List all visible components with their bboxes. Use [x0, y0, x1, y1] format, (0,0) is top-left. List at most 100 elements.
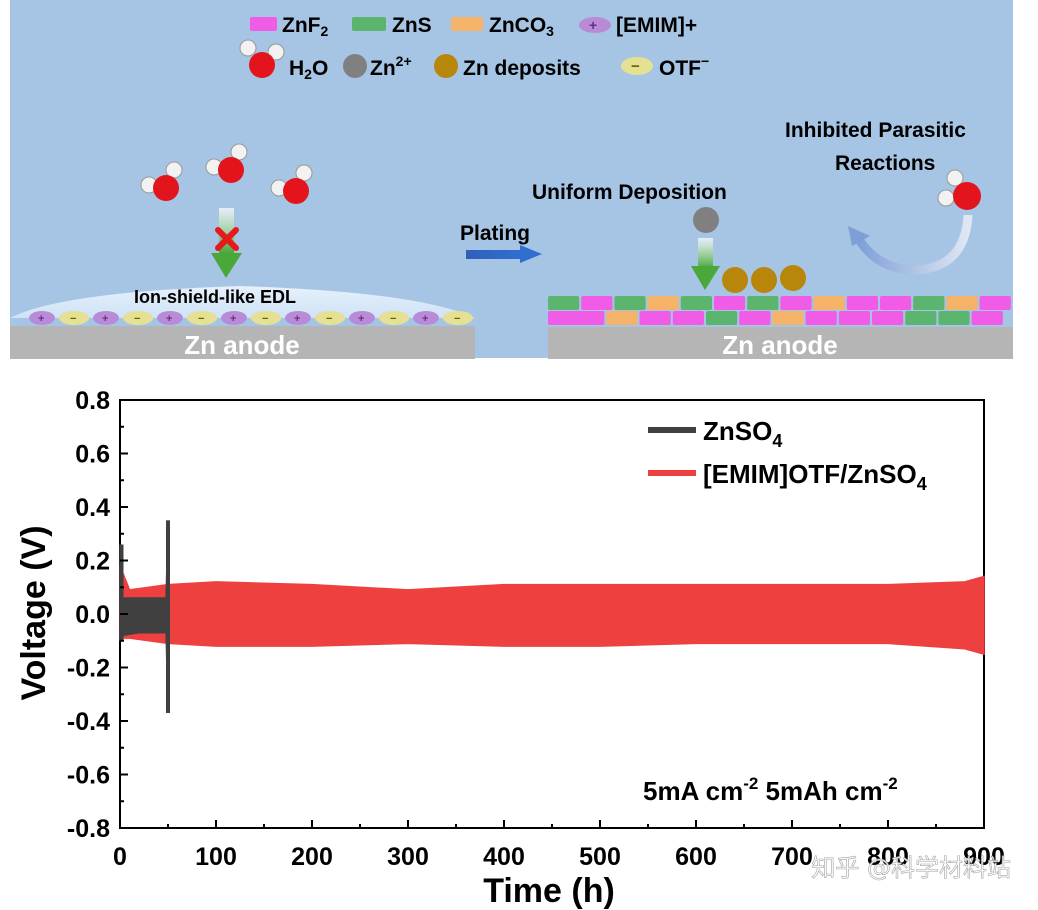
legend-zn2: Zn2+: [343, 53, 412, 80]
sei-brick-znf2: [573, 311, 605, 325]
sei-brick-znco3: [606, 311, 638, 325]
sei-brick-znf2: [739, 311, 771, 325]
x-tick-label: 900: [963, 843, 1005, 871]
svg-text:+: +: [38, 313, 44, 325]
uniform-deposition-label: Uniform Deposition: [532, 181, 727, 204]
sei-brick-znf2: [872, 311, 904, 325]
sei-brick-zns: [680, 296, 712, 310]
sei-brick-znco3: [647, 296, 679, 310]
zn2-ion: [693, 207, 719, 233]
sei-brick-zns: [913, 296, 945, 310]
y-tick-label: 0.4: [75, 494, 110, 522]
legend-h2o: H2O: [239, 39, 328, 82]
blocked-arrow: [211, 208, 242, 278]
emim-ion: +: [349, 311, 375, 325]
series-layer: [119, 520, 985, 714]
legend-zns: ZnS: [352, 14, 432, 37]
sei-brick-zns: [938, 311, 970, 325]
svg-text:ZnS: ZnS: [392, 14, 432, 37]
deposition-arrow: [691, 238, 720, 290]
otf-ion: −: [251, 311, 281, 325]
inhibited-line2: Reactions: [835, 152, 935, 175]
x-tick-label: 200: [291, 843, 333, 871]
x-tick-label: 700: [771, 843, 813, 871]
cross-icon: [215, 227, 239, 251]
svg-text:−: −: [198, 313, 204, 325]
legend-znco3: ZnCO3: [451, 14, 554, 39]
axis-layer: 0 100 200 300 400 500 600 700 800 900 -0.8 -0.6 -0.4…: [67, 387, 1005, 871]
sei-brick-znco3: [813, 296, 845, 310]
sei-brick-znf2: [672, 311, 704, 325]
sei-brick-zns: [747, 296, 779, 310]
water-molecule-right: [937, 169, 981, 210]
sei-brick-zns: [905, 311, 937, 325]
anode-right-label: Zn anode: [722, 330, 838, 360]
otf-ion: −: [379, 311, 409, 325]
water-molecules-left: [140, 143, 313, 204]
sei-brick-znf2: [979, 296, 1011, 310]
anode-right: [548, 327, 1013, 359]
sei-brick-znf2: [805, 311, 837, 325]
y-tick-label: -0.6: [67, 762, 110, 790]
svg-text:−: −: [390, 313, 396, 325]
sei-brick-znf2: [838, 311, 870, 325]
y-tick-label: 0.2: [75, 548, 110, 576]
sei-layer: [548, 296, 1011, 325]
otf-ion: −: [187, 311, 217, 325]
otf-ion: −: [59, 311, 89, 325]
watermark: 知乎 @科学材料站: [811, 854, 1011, 882]
svg-text:−: −: [70, 313, 76, 325]
svg-text:+: +: [102, 313, 108, 325]
svg-text:+: +: [422, 313, 428, 325]
water-molecule: [205, 143, 248, 183]
anode-left-label: Zn anode: [184, 330, 300, 360]
svg-text:+: +: [589, 17, 597, 33]
svg-text:+: +: [166, 313, 172, 325]
y-tick-label: -0.2: [67, 655, 110, 683]
svg-text:OTF−: OTF−: [659, 53, 709, 80]
y-tick-label: -0.8: [67, 815, 110, 843]
emim-ion: +: [221, 311, 247, 325]
current-annotation: 5mA cm-2 5mAh cm-2: [643, 774, 898, 806]
svg-text:Zn2+: Zn2+: [370, 53, 412, 80]
sei-brick-zns: [706, 311, 738, 325]
inhibited-line1: Inhibited Parasitic: [785, 119, 966, 142]
emim-ion: +: [93, 311, 119, 325]
svg-text:−: −: [454, 313, 460, 325]
sei-brick-znf2: [714, 296, 746, 310]
svg-text:ZnF2: ZnF2: [282, 14, 328, 39]
edl-dome: [10, 286, 475, 318]
x-tick-label: 100: [195, 843, 237, 871]
svg-text:+: +: [358, 313, 364, 325]
legend-emim: + [EMIM]+: [579, 14, 697, 37]
zn-deposits: [722, 265, 806, 293]
x-tick-label: 0: [113, 843, 127, 871]
sei-brick-znf2: [581, 296, 613, 310]
water-molecule: [140, 161, 183, 201]
y-axis-title: Voltage (V): [15, 525, 53, 700]
legend-label-znso4: ZnSO4: [703, 416, 782, 451]
otf-ion: −: [123, 311, 153, 325]
water-molecule: [270, 164, 313, 204]
parasitic-curve-arrow: [854, 214, 973, 275]
svg-text:+: +: [294, 313, 300, 325]
edl-label: Ion-shield-like EDL: [134, 287, 296, 307]
x-axis-title: Time (h): [483, 872, 615, 910]
plating-label: Plating: [460, 222, 530, 245]
sei-brick-znf2: [548, 311, 580, 325]
chart-legend: ZnSO4 [EMIM]OTF/ZnSO4: [648, 416, 927, 494]
y-tick-label: 0.0: [75, 601, 110, 629]
legend-label-emim: [EMIM]OTF/ZnSO4: [703, 459, 927, 494]
sei-brick-znf2: [639, 311, 671, 325]
legend-zn-deposits: Zn deposits: [434, 54, 581, 80]
sei-brick-znco3: [946, 296, 978, 310]
svg-text:ZnCO3: ZnCO3: [489, 14, 554, 39]
sei-brick-znf2: [880, 296, 912, 310]
sei-brick-znco3: [772, 311, 804, 325]
otf-ion: −: [315, 311, 345, 325]
y-tick-label: -0.4: [67, 708, 110, 736]
series-band-emim-otf-znso4: [119, 565, 985, 656]
x-tick-label: 600: [675, 843, 717, 871]
x-tick-label: 800: [867, 843, 909, 871]
